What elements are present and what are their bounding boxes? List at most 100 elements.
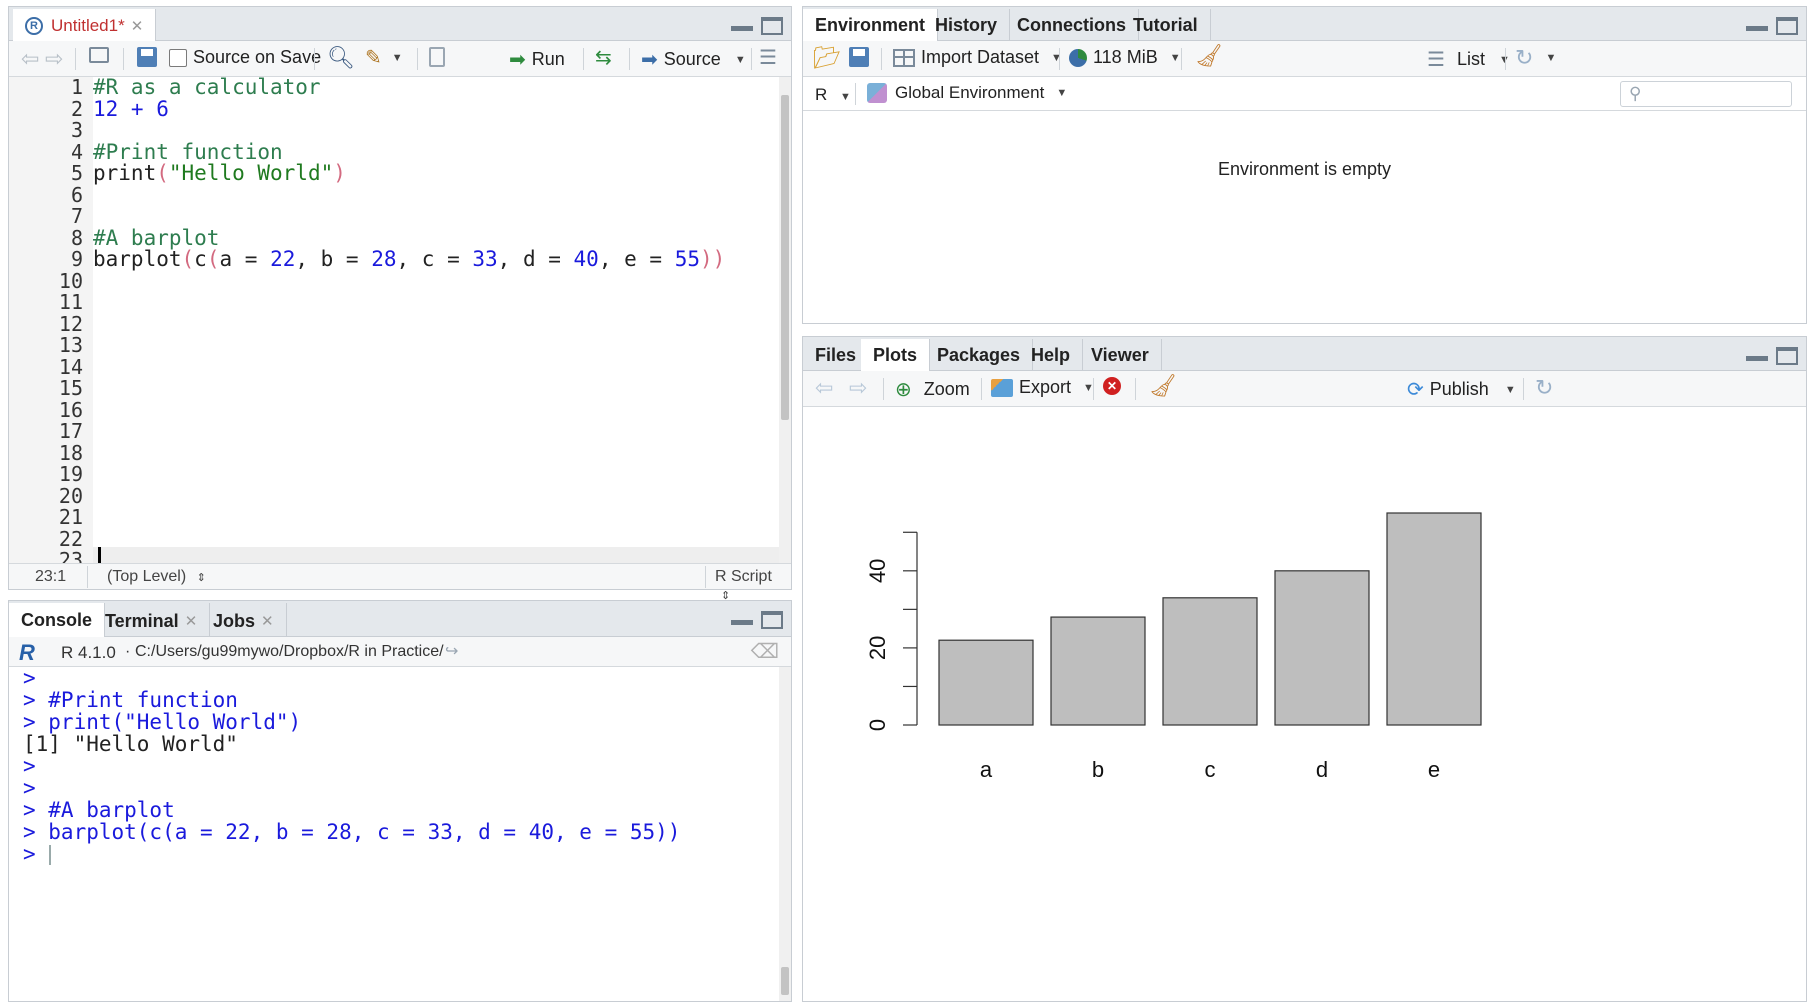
environment-empty-message: Environment is empty	[1217, 159, 1392, 179]
tab-environment-label: Environment	[815, 15, 926, 35]
save-icon[interactable]	[137, 47, 157, 67]
tab-environment[interactable]: Environment	[803, 9, 939, 42]
document-outline-icon[interactable]: ☰	[759, 47, 777, 69]
language-dropdown[interactable]: R ▼	[815, 85, 851, 105]
tab-history[interactable]: History	[923, 9, 1011, 41]
console-cursor	[49, 845, 51, 865]
tab-packages[interactable]: Packages	[925, 339, 1034, 371]
minimize-icon[interactable]	[731, 611, 753, 625]
go-to-directory-icon[interactable]: ↪	[445, 643, 459, 660]
search-icon: ⚲	[1629, 84, 1642, 103]
source-button[interactable]: ➡ Source ▼	[641, 47, 746, 72]
barplot: a b c d e 0 20 40	[865, 512, 1482, 782]
refresh-plot-icon[interactable]: ↻	[1535, 375, 1554, 400]
tab-help-label: Help	[1031, 344, 1071, 365]
minimize-icon[interactable]	[1746, 17, 1768, 31]
zoom-button[interactable]: ⊕ Zoom	[895, 377, 970, 402]
clear-plots-broom-icon[interactable]: 🧹︎	[1149, 373, 1177, 398]
tab-history-label: History	[935, 14, 998, 35]
line-number: 13	[58, 333, 83, 357]
close-tab-icon[interactable]: ✕	[261, 613, 274, 630]
run-button[interactable]: ➡ Run	[509, 47, 565, 72]
line-number: 19	[58, 462, 83, 486]
environment-search-input[interactable]: ⚲	[1620, 81, 1792, 107]
maximize-icon[interactable]	[1776, 347, 1798, 365]
tab-plots[interactable]: Plots	[861, 339, 931, 372]
scope-label: (Top Level)	[107, 568, 187, 585]
editor-scrollbar-thumb[interactable]	[781, 95, 789, 420]
code-line: #R as a calculator	[93, 76, 321, 99]
show-in-window-icon[interactable]	[89, 47, 109, 63]
console-header: R R 4.1.0 · C:/Users/gu99mywo/Dropbox/R …	[9, 637, 791, 667]
tab-viewer[interactable]: Viewer	[1079, 339, 1162, 371]
line-number: 20	[58, 483, 83, 508]
save-workspace-icon[interactable]	[849, 47, 869, 67]
code-line: #Print function	[93, 141, 283, 164]
code-line: print("Hello World")	[93, 161, 346, 185]
maximize-icon[interactable]	[761, 611, 783, 629]
tab-jobs[interactable]: Jobs ✕	[201, 603, 287, 639]
chevron-down-icon[interactable]: ▼	[734, 53, 746, 66]
code-editor[interactable]: 1 2 3 4 5 6 7 8 9 10 11 12 13 14 15 16 17 18 19 20 21 22 23 #R…	[9, 76, 791, 571]
import-dataset-button[interactable]: Import Dataset ▼	[893, 47, 1062, 68]
filetype-label: R Script	[715, 568, 772, 585]
code-token: print	[93, 161, 157, 185]
line-number: 22	[58, 526, 83, 551]
chevron-down-icon: ▼	[1051, 51, 1062, 64]
tab-terminal[interactable]: Terminal ✕	[93, 603, 211, 639]
compile-report-icon[interactable]	[429, 47, 445, 67]
close-tab-icon[interactable]: ✕	[130, 17, 144, 35]
load-workspace-icon[interactable]: 📂︎	[813, 45, 841, 70]
global-environment-dropdown[interactable]: Global Environment ▼	[867, 83, 1067, 103]
previous-plot-icon[interactable]: ⇦	[815, 375, 834, 400]
export-label: Export	[1019, 377, 1072, 397]
scope-dropdown[interactable]: (Top Level) ⇕	[107, 568, 206, 586]
updown-icon: ⇕	[721, 590, 731, 602]
y-tick-label: 20	[865, 636, 890, 660]
export-button[interactable]: Export ▼	[991, 377, 1094, 398]
editor-scrollbar[interactable]	[779, 77, 791, 567]
code-token: #A barplot	[93, 225, 220, 250]
refresh-icon[interactable]: ↻ ▼	[1515, 45, 1557, 70]
console-scrollbar-thumb[interactable]	[781, 967, 789, 995]
tab-files[interactable]: Files	[803, 339, 870, 371]
line-number: 5	[70, 161, 83, 185]
line-number: 10	[58, 268, 83, 293]
search-icon[interactable]: 🔍︎	[327, 45, 355, 70]
bar-c	[1162, 597, 1258, 726]
code-token: )	[333, 161, 346, 185]
line-number: 16	[58, 397, 83, 422]
maximize-icon[interactable]	[1776, 17, 1798, 35]
tab-untitled1[interactable]: R Untitled1* ✕	[13, 9, 157, 42]
tab-console-label: Console	[21, 610, 93, 630]
console-output[interactable]: > > #Print function > print("Hello World")…	[9, 667, 779, 1001]
line-number: 7	[70, 204, 83, 228]
rerun-icon[interactable]: ⇆	[595, 47, 612, 69]
back-arrow-icon[interactable]: ⇦	[21, 45, 40, 71]
working-directory[interactable]: C:/Users/gu99mywo/Dropbox/R in Practice/	[135, 643, 444, 660]
clear-objects-broom-icon[interactable]: 🧹︎	[1195, 43, 1223, 68]
code-tools-wand-icon[interactable]: ✎ ▼	[365, 47, 403, 69]
next-plot-icon[interactable]: ⇨	[849, 375, 868, 400]
tab-console[interactable]: Console	[9, 603, 106, 638]
close-tab-icon[interactable]: ✕	[184, 613, 198, 630]
view-mode-dropdown[interactable]: ☰ List ▼	[1427, 47, 1510, 72]
code-token: 12 + 6	[93, 96, 169, 121]
minimize-icon[interactable]	[1746, 347, 1768, 361]
minimize-icon[interactable]	[731, 17, 753, 31]
plots-window-buttons	[1746, 347, 1798, 365]
tab-help[interactable]: Help	[1019, 339, 1084, 371]
memory-usage-button[interactable]: 118 MiB ▼	[1069, 47, 1181, 68]
clear-console-icon[interactable]: ⌫	[750, 641, 779, 663]
filetype-dropdown[interactable]: R Script ⇕	[715, 568, 791, 604]
publish-button[interactable]: ⟳ Publish ▼	[1407, 377, 1516, 402]
source-on-save-checkbox[interactable]: Source on Save	[169, 47, 321, 68]
code-token: (	[181, 247, 195, 271]
tab-tutorial[interactable]: Tutorial	[1121, 9, 1211, 41]
chevron-down-icon: ▼	[1056, 87, 1068, 99]
forward-arrow-icon[interactable]: ⇨	[45, 45, 64, 71]
tab-connections[interactable]: Connections	[1005, 9, 1140, 41]
remove-plot-icon[interactable]: ✕	[1103, 377, 1121, 395]
maximize-icon[interactable]	[761, 17, 783, 35]
console-scrollbar[interactable]	[779, 667, 791, 1001]
